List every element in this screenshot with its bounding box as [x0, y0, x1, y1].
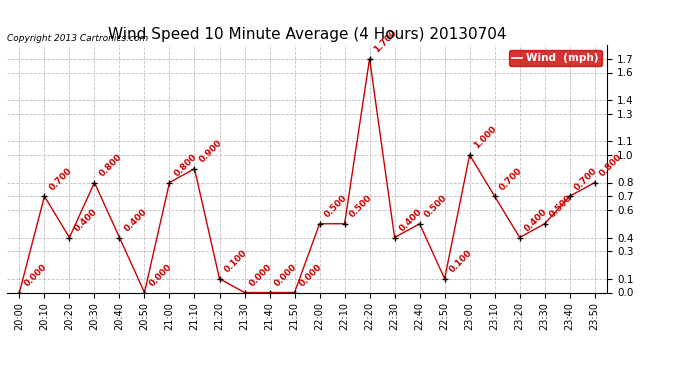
Text: 0.000: 0.000 [147, 262, 173, 288]
Text: 0.500: 0.500 [347, 194, 373, 220]
Text: 0.500: 0.500 [547, 194, 573, 220]
Text: 0.900: 0.900 [197, 138, 224, 165]
Text: 0.400: 0.400 [72, 207, 99, 233]
Text: 0.700: 0.700 [573, 166, 599, 192]
Text: 0.700: 0.700 [497, 166, 524, 192]
Text: 0.500: 0.500 [422, 194, 448, 220]
Text: 0.800: 0.800 [172, 152, 199, 178]
Text: 1.000: 1.000 [473, 124, 499, 151]
Text: 0.400: 0.400 [397, 207, 424, 233]
Legend: Wind  (mph): Wind (mph) [509, 50, 602, 66]
Text: 0.100: 0.100 [222, 248, 248, 274]
Text: 1.700: 1.700 [373, 28, 399, 55]
Text: 0.500: 0.500 [322, 194, 348, 220]
Text: 0.800: 0.800 [97, 152, 124, 178]
Text: 0.700: 0.700 [47, 166, 73, 192]
Text: 0.400: 0.400 [122, 207, 148, 233]
Title: Wind Speed 10 Minute Average (4 Hours) 20130704: Wind Speed 10 Minute Average (4 Hours) 2… [108, 27, 506, 42]
Text: 0.000: 0.000 [22, 262, 48, 288]
Text: 0.000: 0.000 [247, 262, 273, 288]
Text: 0.000: 0.000 [273, 262, 298, 288]
Text: Copyright 2013 Cartronics.com: Copyright 2013 Cartronics.com [7, 34, 148, 43]
Text: 0.800: 0.800 [598, 152, 624, 178]
Text: 0.400: 0.400 [522, 207, 549, 233]
Text: 0.000: 0.000 [297, 262, 324, 288]
Text: 0.100: 0.100 [447, 248, 473, 274]
